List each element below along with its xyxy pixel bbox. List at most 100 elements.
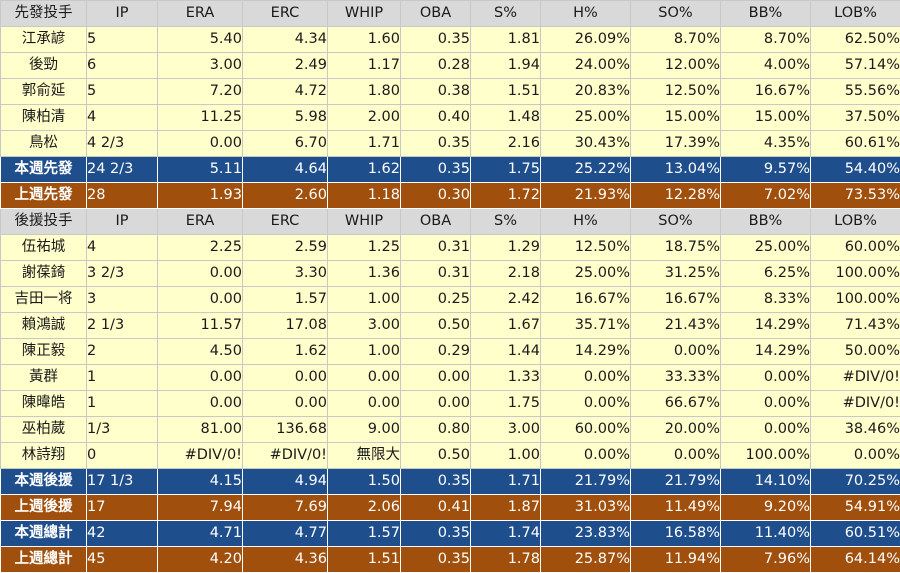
- cell-bb-pct: 100.00%: [721, 443, 811, 469]
- pitcher-name: 鳥松: [1, 131, 87, 157]
- cell-era: 4.20: [158, 547, 243, 573]
- cell-s-pct: 3.00: [471, 417, 541, 443]
- section-label: 後援投手: [1, 209, 87, 235]
- cell-lob-pct: #DIV/0!: [811, 391, 900, 417]
- pitcher-name: 江承諺: [1, 27, 87, 53]
- cell-s-pct: 1.29: [471, 235, 541, 261]
- cell-h-pct: 0.00%: [541, 391, 631, 417]
- column-header-so-pct: SO%: [631, 1, 721, 27]
- cell-erc: #DIV/0!: [243, 443, 328, 469]
- cell-ip: 3 2/3: [87, 261, 158, 287]
- cell-bb-pct: 0.00%: [721, 417, 811, 443]
- cell-ip: 4: [87, 105, 158, 131]
- cell-h-pct: 20.83%: [541, 79, 631, 105]
- column-header-h-pct: H%: [541, 209, 631, 235]
- cell-lob-pct: 73.53%: [811, 183, 900, 209]
- cell-so-pct: 11.49%: [631, 495, 721, 521]
- cell-s-pct: 1.94: [471, 53, 541, 79]
- column-header-whip: WHIP: [328, 209, 401, 235]
- cell-whip: 1.57: [328, 521, 401, 547]
- cell-bb-pct: 11.40%: [721, 521, 811, 547]
- column-header-bb-pct: BB%: [721, 1, 811, 27]
- cell-oba: 0.50: [401, 313, 471, 339]
- cell-erc: 7.69: [243, 495, 328, 521]
- cell-whip: 1.62: [328, 157, 401, 183]
- column-header-lob-pct: LOB%: [811, 209, 900, 235]
- column-header-era: ERA: [158, 1, 243, 27]
- cell-lob-pct: 62.50%: [811, 27, 900, 53]
- cell-whip: 0.00: [328, 365, 401, 391]
- cell-so-pct: 8.70%: [631, 27, 721, 53]
- pitcher-name: 本週後援: [1, 469, 87, 495]
- cell-so-pct: 16.67%: [631, 287, 721, 313]
- cell-erc: 4.36: [243, 547, 328, 573]
- pitcher-name: 本週總計: [1, 521, 87, 547]
- cell-whip: 1.51: [328, 547, 401, 573]
- cell-h-pct: 23.83%: [541, 521, 631, 547]
- cell-lob-pct: 60.61%: [811, 131, 900, 157]
- cell-ip: 4: [87, 235, 158, 261]
- column-header-erc: ERC: [243, 1, 328, 27]
- cell-erc: 0.00: [243, 365, 328, 391]
- cell-s-pct: 1.67: [471, 313, 541, 339]
- column-header-lob-pct: LOB%: [811, 1, 900, 27]
- cell-h-pct: 21.93%: [541, 183, 631, 209]
- cell-s-pct: 1.51: [471, 79, 541, 105]
- cell-s-pct: 1.74: [471, 521, 541, 547]
- cell-h-pct: 25.00%: [541, 105, 631, 131]
- section-label: 先發投手: [1, 1, 87, 27]
- cell-ip: 2 1/3: [87, 313, 158, 339]
- column-header-h-pct: H%: [541, 1, 631, 27]
- cell-h-pct: 16.67%: [541, 287, 631, 313]
- cell-h-pct: 60.00%: [541, 417, 631, 443]
- cell-so-pct: 12.28%: [631, 183, 721, 209]
- cell-h-pct: 24.00%: [541, 53, 631, 79]
- cell-era: 0.00: [158, 391, 243, 417]
- cell-whip: 2.00: [328, 105, 401, 131]
- cell-h-pct: 25.22%: [541, 157, 631, 183]
- cell-oba: 0.00: [401, 391, 471, 417]
- pitcher-name: 上週先發: [1, 183, 87, 209]
- cell-bb-pct: 8.70%: [721, 27, 811, 53]
- cell-whip: 1.80: [328, 79, 401, 105]
- cell-lob-pct: 64.14%: [811, 547, 900, 573]
- cell-lob-pct: 70.25%: [811, 469, 900, 495]
- cell-era: 0.00: [158, 365, 243, 391]
- cell-so-pct: 11.94%: [631, 547, 721, 573]
- cell-era: 5.11: [158, 157, 243, 183]
- cell-lob-pct: 60.51%: [811, 521, 900, 547]
- cell-ip: 5: [87, 27, 158, 53]
- cell-bb-pct: 8.33%: [721, 287, 811, 313]
- cell-s-pct: 2.18: [471, 261, 541, 287]
- cell-h-pct: 25.87%: [541, 547, 631, 573]
- cell-ip: 1: [87, 365, 158, 391]
- cell-erc: 4.34: [243, 27, 328, 53]
- cell-h-pct: 30.43%: [541, 131, 631, 157]
- column-header-s-pct: S%: [471, 1, 541, 27]
- cell-oba: 0.30: [401, 183, 471, 209]
- cell-oba: 0.38: [401, 79, 471, 105]
- cell-so-pct: 12.00%: [631, 53, 721, 79]
- cell-ip: 0: [87, 443, 158, 469]
- cell-lob-pct: 54.91%: [811, 495, 900, 521]
- cell-era: 4.50: [158, 339, 243, 365]
- cell-era: 7.20: [158, 79, 243, 105]
- cell-oba: 0.35: [401, 469, 471, 495]
- cell-s-pct: 1.44: [471, 339, 541, 365]
- cell-ip: 6: [87, 53, 158, 79]
- cell-lob-pct: 38.46%: [811, 417, 900, 443]
- cell-s-pct: 2.42: [471, 287, 541, 313]
- cell-lob-pct: 57.14%: [811, 53, 900, 79]
- column-header-oba: OBA: [401, 209, 471, 235]
- cell-h-pct: 26.09%: [541, 27, 631, 53]
- pitcher-name: 上週後援: [1, 495, 87, 521]
